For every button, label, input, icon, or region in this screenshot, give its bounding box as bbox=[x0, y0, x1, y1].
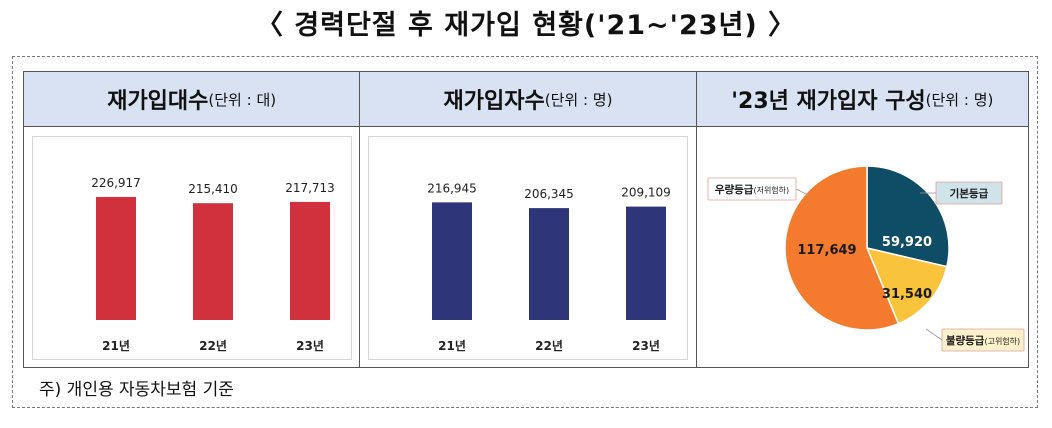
bar bbox=[529, 208, 570, 320]
bar bbox=[626, 206, 667, 320]
callout-label: 우량등급(저위험하) bbox=[714, 184, 788, 196]
category-tick-label: 23년 bbox=[296, 339, 324, 353]
pie-slice bbox=[865, 246, 948, 325]
panel-header: 재가입자수 (단위 : 명) bbox=[360, 72, 696, 127]
chart-area: 226,917 21년 215,410 22년 217,713 23년 bbox=[32, 136, 352, 360]
callout-label: 기본등급 bbox=[949, 187, 988, 200]
category-tick-label: 21년 bbox=[102, 339, 130, 353]
panel-reenrolled-vehicles: 재가입대수 (단위 : 대) 226,917 21년 215,410 22년 217,71… bbox=[24, 72, 360, 367]
panel-title: '23년 재가입자 구성 bbox=[731, 89, 926, 114]
category-tick-label: 23년 bbox=[632, 339, 660, 353]
callout-label: 불량등급(고위험하) bbox=[945, 335, 1019, 347]
bar bbox=[193, 203, 233, 320]
panel-title: 재가입자수 bbox=[443, 89, 545, 114]
panel-header: '23년 재가입자 구성 (단위 : 명) bbox=[696, 72, 1028, 127]
panel-unit: (단위 : 명) bbox=[925, 90, 994, 109]
callout-category: 기본등급 bbox=[949, 187, 988, 200]
category-tick-label: 22년 bbox=[535, 339, 563, 353]
bar-value-label: 209,109 bbox=[622, 186, 672, 200]
bar-value-label: 206,345 bbox=[525, 187, 575, 201]
bar bbox=[432, 202, 473, 320]
bar-value-label: 215,410 bbox=[188, 182, 238, 196]
panel-composition-2023: '23년 재가입자 구성 (단위 : 명) 59,920 31,540 117,649… bbox=[695, 72, 1028, 367]
bar-value-label: 216,945 bbox=[428, 181, 478, 195]
panel-title: 재가입대수 bbox=[107, 89, 209, 114]
bar-chart-persons: 216,945 21년 206,345 22년 209,109 23년 bbox=[428, 181, 672, 353]
callout-leader-line bbox=[795, 188, 808, 196]
category-tick-label: 21년 bbox=[438, 339, 466, 353]
report-frame: 재가입대수 (단위 : 대) 226,917 21년 215,410 22년 217,71… bbox=[12, 56, 1038, 408]
pie-slice bbox=[865, 165, 950, 268]
callout-category: 우량등급 bbox=[714, 184, 753, 196]
panel-unit: (단위 : 명) bbox=[544, 90, 613, 109]
bar bbox=[96, 196, 136, 320]
chart-area: 216,945 21년 206,345 22년 209,109 23년 bbox=[368, 136, 689, 360]
slice-value-label: 117,649 bbox=[797, 243, 856, 258]
slice-value-label: 59,920 bbox=[882, 235, 932, 250]
callout-subtext: (고위험하) bbox=[984, 336, 1020, 346]
callout-subtext: (저위험하) bbox=[753, 185, 789, 195]
bar bbox=[290, 201, 330, 320]
panel-unit: (단위 : 대) bbox=[208, 90, 277, 109]
category-tick-label: 22년 bbox=[199, 339, 227, 353]
bar-value-label: 226,917 bbox=[91, 176, 141, 190]
callout-leader-line bbox=[925, 328, 942, 341]
footnote: 주) 개인용 자동차보험 기준 bbox=[39, 380, 234, 400]
panel-header: 재가입대수 (단위 : 대) bbox=[24, 72, 360, 127]
page-title: 〈 경력단절 후 재가입 현황('21~'23년) 〉 bbox=[255, 10, 797, 41]
callout-category: 불량등급 bbox=[945, 335, 984, 347]
panel-reenrolled-persons: 재가입자수 (단위 : 명) 216,945 21년 206,345 22년 209,10… bbox=[359, 72, 696, 367]
bar-value-label: 217,713 bbox=[285, 181, 335, 195]
panel-row: 재가입대수 (단위 : 대) 226,917 21년 215,410 22년 217,71… bbox=[23, 71, 1029, 368]
bar-chart-vehicles: 226,917 21년 215,410 22년 217,713 23년 bbox=[91, 176, 335, 353]
pie-slice bbox=[783, 165, 900, 331]
slice-value-label: 31,540 bbox=[882, 287, 932, 302]
